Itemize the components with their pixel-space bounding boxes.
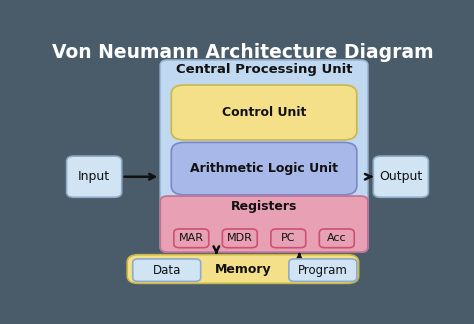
Text: Von Neumann Architecture Diagram: Von Neumann Architecture Diagram [52,43,434,62]
FancyBboxPatch shape [160,60,368,252]
Text: PC: PC [281,233,296,243]
FancyBboxPatch shape [66,156,122,197]
FancyBboxPatch shape [319,229,354,248]
Text: Memory: Memory [215,262,271,275]
Text: Acc: Acc [327,233,346,243]
FancyBboxPatch shape [160,196,368,252]
FancyBboxPatch shape [374,156,428,197]
FancyBboxPatch shape [222,229,257,248]
FancyBboxPatch shape [289,259,357,281]
Text: Central Processing Unit: Central Processing Unit [176,63,352,76]
Text: Program: Program [298,264,348,277]
FancyBboxPatch shape [133,259,201,281]
Text: Control Unit: Control Unit [222,106,306,119]
Text: MAR: MAR [179,233,204,243]
Text: Input: Input [78,170,110,183]
FancyBboxPatch shape [127,255,359,284]
FancyBboxPatch shape [174,229,209,248]
Text: Registers: Registers [231,200,297,213]
FancyBboxPatch shape [171,85,357,140]
Text: Output: Output [379,170,422,183]
Text: Arithmetic Logic Unit: Arithmetic Logic Unit [190,162,338,175]
Text: MDR: MDR [227,233,253,243]
Text: Data: Data [153,264,181,277]
FancyBboxPatch shape [171,143,357,195]
FancyBboxPatch shape [271,229,306,248]
